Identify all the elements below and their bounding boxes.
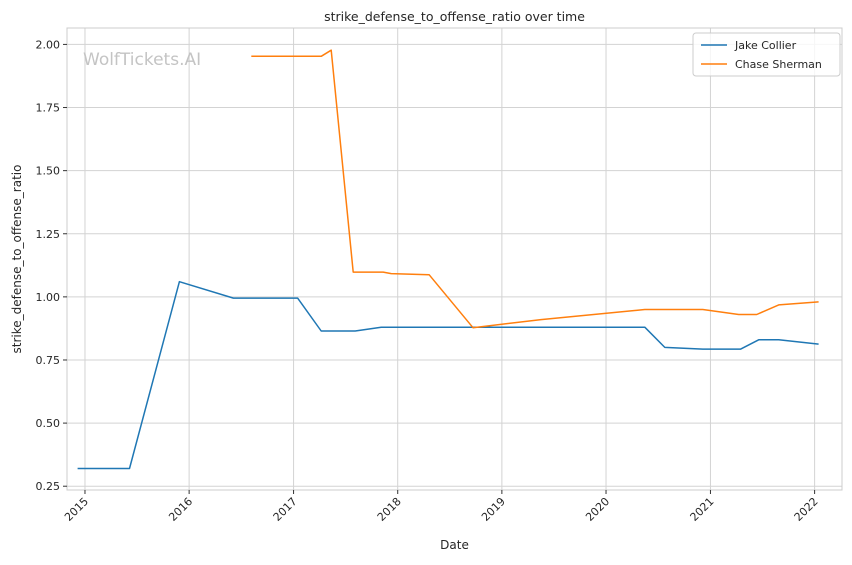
y-tick-label: 1.00	[36, 291, 61, 304]
y-tick-label: 1.50	[36, 165, 61, 178]
x-axis-label: Date	[440, 538, 469, 552]
legend-label-jake-collier: Jake Collier	[734, 39, 797, 52]
chart-title: strike_defense_to_offense_ratio over tim…	[324, 9, 585, 24]
series	[77, 49, 819, 470]
series-line-chase-sherman	[251, 49, 819, 329]
y-tick-label: 0.75	[36, 354, 61, 367]
y-tick-label: 2.00	[36, 38, 61, 51]
watermark-text: WolfTickets.AI	[83, 50, 201, 70]
series-line-jake-collier	[77, 280, 819, 470]
y-tick-label: 0.50	[36, 417, 61, 430]
legend-label-chase-sherman: Chase Sherman	[735, 58, 822, 71]
plot-frame	[66, 27, 843, 491]
grid	[67, 28, 842, 490]
y-axis-label: strike_defense_to_offense_ratio	[10, 165, 24, 354]
legend-box	[692, 32, 841, 77]
y-tick-label: 1.25	[36, 228, 61, 241]
legend: Jake Collier Chase Sherman	[692, 32, 841, 77]
y-tick-label: 1.75	[36, 102, 61, 115]
y-tick-label: 0.25	[36, 480, 61, 493]
